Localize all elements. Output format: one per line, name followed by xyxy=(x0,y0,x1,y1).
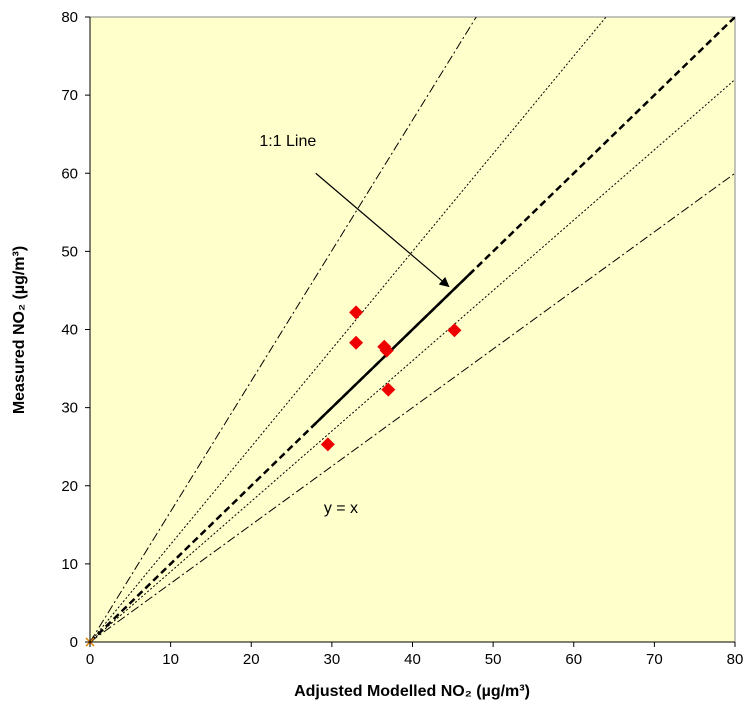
x-tick-label: 0 xyxy=(86,651,94,668)
y-tick-label: 70 xyxy=(61,87,78,104)
one-to-one-solid-segment xyxy=(310,270,474,429)
reference-line xyxy=(90,17,735,642)
data-point xyxy=(349,305,364,320)
annotation-label: 1:1 Line xyxy=(259,133,316,150)
data-point xyxy=(320,437,335,452)
x-tick-label: 40 xyxy=(404,651,421,668)
y-tick-label: 40 xyxy=(61,322,78,339)
reference-line xyxy=(90,17,477,642)
x-tick-label: 20 xyxy=(243,651,260,668)
y-tick-label: 60 xyxy=(61,165,78,182)
x-tick-label: 30 xyxy=(324,651,341,668)
x-tick-label: 10 xyxy=(162,651,179,668)
annotation-arrow xyxy=(315,172,450,288)
x-tick-label: 60 xyxy=(565,651,582,668)
data-point xyxy=(349,335,364,350)
x-axis-title: Adjusted Modelled NO₂ (µg/m³) xyxy=(294,683,530,700)
y-tick-label: 10 xyxy=(61,556,78,573)
data-point xyxy=(447,323,462,338)
y-tick-label: 20 xyxy=(61,478,78,495)
x-tick-label: 70 xyxy=(646,651,663,668)
y-tick-label: 0 xyxy=(70,634,78,651)
annotation-label: y = x xyxy=(324,500,358,517)
x-tick-label: 80 xyxy=(727,651,744,668)
data-point xyxy=(381,382,396,397)
y-tick-label: 50 xyxy=(61,243,78,260)
x-tick-label: 50 xyxy=(485,651,502,668)
y-tick-label: 30 xyxy=(61,400,78,417)
reference-line xyxy=(90,79,735,642)
y-tick-label: 80 xyxy=(61,9,78,26)
reference-line xyxy=(90,172,735,642)
y-axis-title: Measured NO₂ (µg/m³) xyxy=(11,246,28,414)
data-point xyxy=(379,343,394,358)
reference-line xyxy=(90,17,607,642)
